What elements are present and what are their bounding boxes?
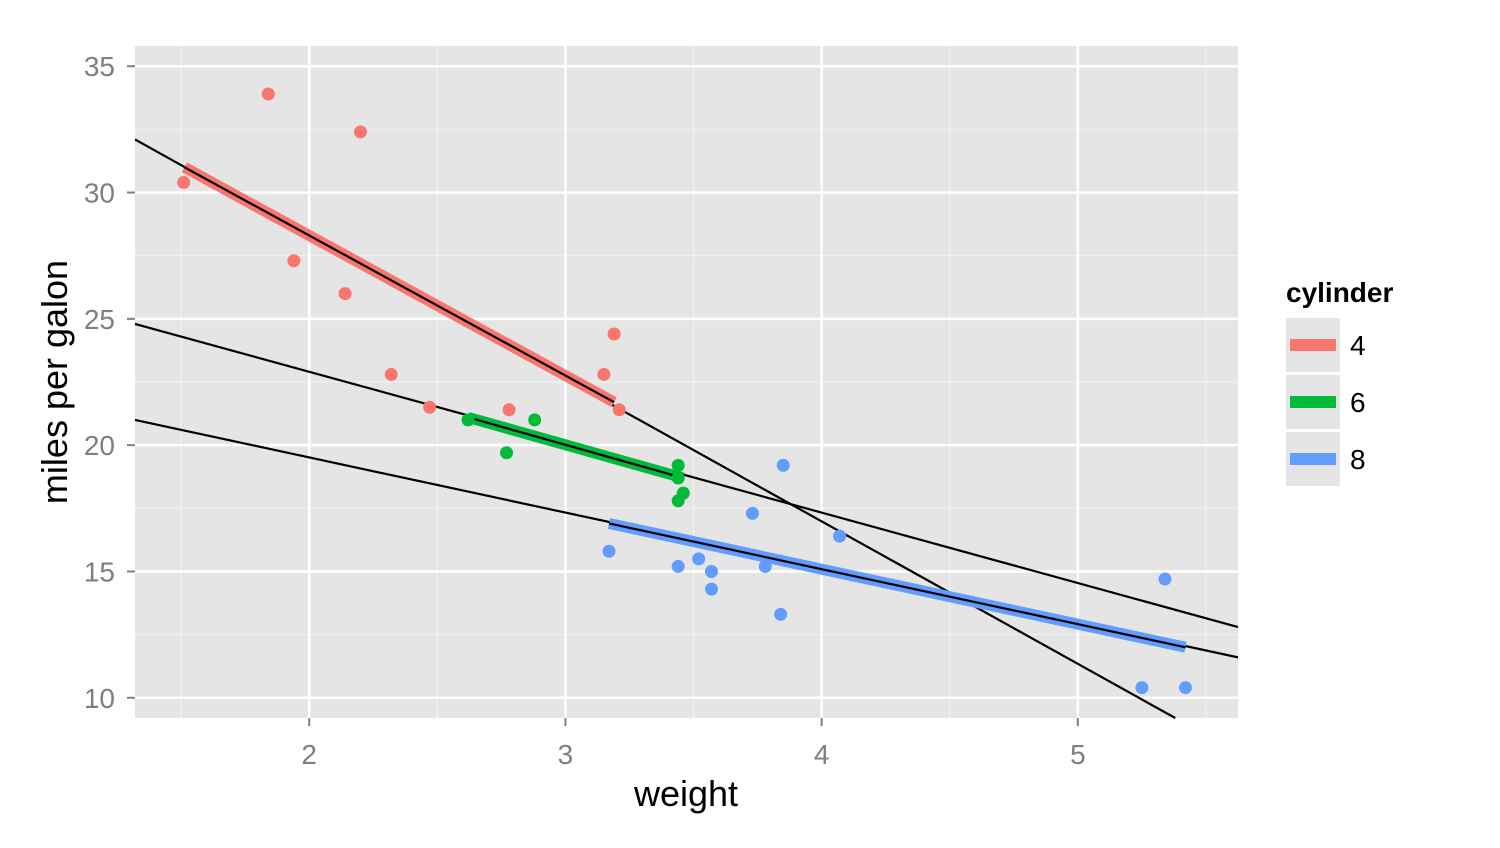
x-axis-title: weight	[633, 773, 738, 814]
x-tick-label: 2	[301, 739, 317, 770]
data-points	[177, 87, 1192, 695]
x-tick-label: 5	[1070, 739, 1086, 770]
point-cyl-8	[745, 506, 759, 520]
grid-major	[135, 46, 1238, 718]
fit-line-center-cyl-6	[467, 416, 684, 480]
point-cyl-4	[607, 327, 621, 341]
point-cyl-8	[1135, 681, 1149, 695]
legend: cylinder 4 6 8	[1286, 277, 1393, 486]
y-tick-label: 15	[84, 556, 115, 587]
point-cyl-8	[704, 564, 718, 578]
point-cyl-4	[612, 403, 626, 417]
x-tick-label: 3	[558, 739, 574, 770]
point-cyl-6	[500, 446, 514, 460]
point-cyl-4	[502, 403, 516, 417]
point-cyl-8	[776, 458, 790, 472]
y-tick-label: 35	[84, 51, 115, 82]
fit-line-center-cyl-4	[183, 166, 615, 404]
x-tick-label: 4	[814, 739, 830, 770]
point-cyl-6	[671, 471, 685, 485]
point-cyl-4	[384, 367, 398, 381]
point-cyl-8	[602, 544, 616, 558]
y-tick-label: 10	[84, 683, 115, 714]
series-fit-lines	[181, 162, 1187, 653]
overall-fit-line	[134, 322, 1239, 629]
legend-label-8: 8	[1350, 444, 1366, 475]
point-cyl-4	[597, 367, 611, 381]
point-cyl-6	[671, 458, 685, 472]
grid-minor	[135, 46, 1238, 718]
fit-line-center-cyl-8	[608, 522, 1186, 649]
point-cyl-8	[1158, 572, 1172, 586]
point-cyl-4	[338, 287, 352, 301]
point-cyl-8	[671, 559, 685, 573]
point-cyl-6	[461, 413, 475, 427]
axis-ticks	[127, 65, 1079, 726]
tick-labels: 2 3 4 5 10 15 20 25 30 35	[84, 51, 1086, 770]
point-cyl-8	[758, 559, 772, 573]
point-cyl-4	[423, 400, 437, 414]
y-tick-label: 20	[84, 430, 115, 461]
point-cyl-4	[287, 254, 301, 268]
point-cyl-8	[704, 582, 718, 596]
legend-label-6: 6	[1350, 387, 1366, 418]
point-cyl-8	[774, 607, 788, 621]
point-cyl-8	[1178, 681, 1192, 695]
point-cyl-6	[676, 486, 690, 500]
point-cyl-8	[833, 529, 847, 543]
legend-entries: 4 6 8	[1286, 318, 1366, 486]
point-cyl-4	[177, 175, 191, 189]
point-cyl-8	[692, 552, 706, 566]
legend-title: cylinder	[1286, 277, 1393, 308]
legend-label-4: 4	[1350, 330, 1366, 361]
point-cyl-6	[528, 413, 542, 427]
point-cyl-4	[353, 125, 367, 139]
y-tick-label: 30	[84, 178, 115, 209]
y-tick-label: 25	[84, 304, 115, 335]
y-axis-title: miles per galon	[34, 260, 75, 504]
point-cyl-4	[261, 87, 275, 101]
